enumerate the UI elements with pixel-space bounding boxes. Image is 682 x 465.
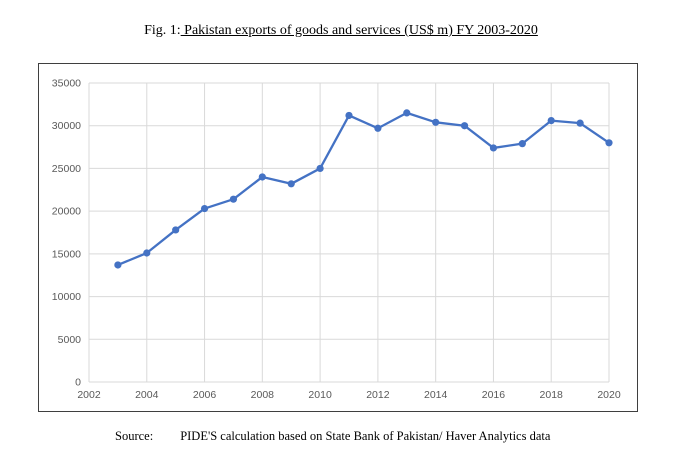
- x-axis-tick-label: 2012: [366, 389, 390, 401]
- x-axis-tick-label: 2002: [77, 389, 101, 401]
- x-axis-tick-label: 2006: [193, 389, 217, 401]
- data-point-marker: [172, 226, 180, 234]
- data-point-marker: [518, 140, 526, 148]
- y-axis-tick-label: 15000: [52, 248, 81, 260]
- data-line: [116, 111, 611, 267]
- plot-area: [89, 83, 609, 382]
- x-axis-tick-label: 2020: [597, 389, 621, 401]
- data-point-marker: [345, 111, 353, 120]
- source-note: Source: PIDE'S calculation based on State…: [115, 429, 550, 444]
- x-axis-tick-label: 2010: [308, 389, 332, 401]
- y-axis-tick-label: 20000: [52, 206, 81, 218]
- x-axis-tick-label: 2018: [540, 389, 564, 401]
- source-label: Source:: [115, 429, 154, 443]
- data-point-marker: [229, 195, 238, 203]
- data-point-marker: [605, 139, 613, 147]
- exports-line-chart: 2002 2004 2006 2008 2010 2012 2014 2016 2018 2020…: [52, 78, 621, 402]
- y-axis-tick-label: 30000: [52, 120, 81, 132]
- data-point-marker: [547, 116, 555, 125]
- y-axis-tick-label: 10000: [52, 291, 81, 303]
- chart-frame: 2002 2004 2006 2008 2010 2012 2014 2016 2018 2020…: [38, 63, 638, 412]
- data-point-marker: [258, 173, 266, 181]
- data-point-marker: [316, 164, 324, 173]
- data-point-marker: [114, 261, 122, 269]
- figure-title: Fig. 1: Pakistan exports of goods and se…: [0, 23, 682, 39]
- data-point-marker: [374, 124, 382, 132]
- figure-title-prefix: Fig. 1:: [144, 23, 181, 38]
- figure-title-main: Pakistan exports of goods and services (…: [180, 23, 538, 38]
- data-point-marker: [287, 180, 295, 188]
- data-point-marker: [143, 249, 151, 257]
- y-axis-tick-label: 5000: [58, 334, 82, 346]
- x-axis-tick-label: 2004: [135, 389, 159, 401]
- x-axis-tick-label: 2016: [482, 389, 506, 401]
- data-point-marker: [200, 204, 209, 213]
- y-axis-tick-label: 25000: [52, 163, 81, 175]
- data-point-marker: [460, 122, 469, 130]
- data-point-marker: [489, 144, 498, 152]
- data-point-marker: [403, 109, 411, 117]
- x-axis-tick-label: 2008: [251, 389, 275, 401]
- y-axis-tick-label: 35000: [52, 78, 81, 90]
- data-point-marker: [576, 119, 584, 127]
- y-axis-tick-label: 0: [75, 377, 81, 389]
- data-point-marker: [432, 118, 440, 126]
- x-axis-tick-label: 2014: [424, 389, 448, 401]
- source-text: PIDE'S calculation based on State Bank o…: [180, 429, 551, 443]
